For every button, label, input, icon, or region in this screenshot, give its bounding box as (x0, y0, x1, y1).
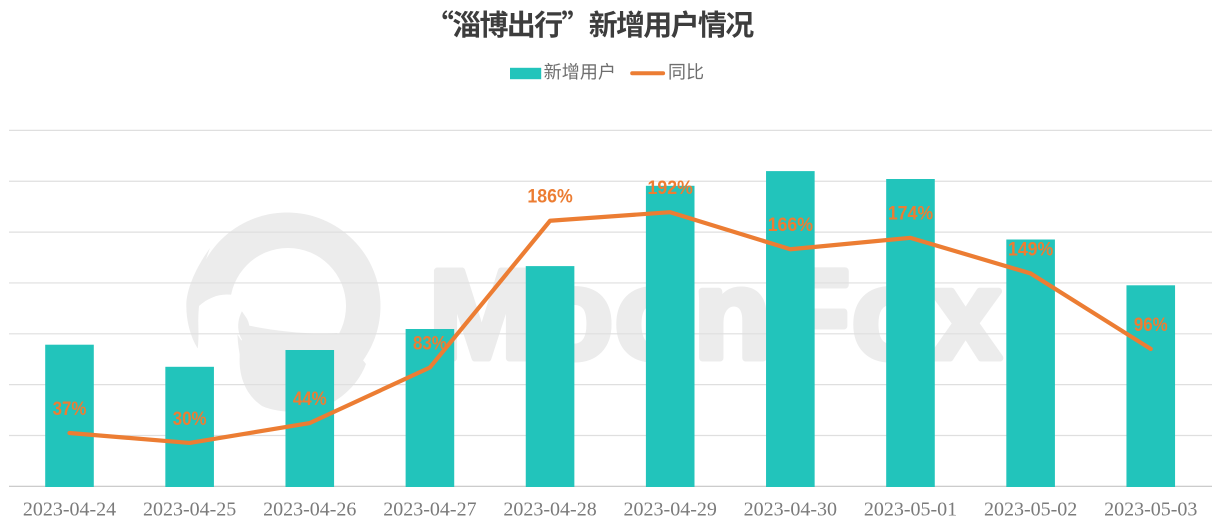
svg-text:174%: 174% (888, 203, 933, 225)
svg-text:2023-04-26: 2023-04-26 (263, 499, 356, 521)
svg-text:2023-04-24: 2023-04-24 (23, 499, 116, 521)
svg-text:2023-04-27: 2023-04-27 (383, 499, 476, 521)
svg-text:2023-05-03: 2023-05-03 (1104, 499, 1197, 521)
svg-text:2023-04-28: 2023-04-28 (503, 499, 596, 521)
svg-text:149%: 149% (1008, 238, 1053, 260)
svg-text:2023-04-25: 2023-04-25 (143, 499, 236, 521)
svg-text:2023-04-29: 2023-04-29 (624, 499, 717, 521)
svg-text:83%: 83% (413, 332, 447, 354)
svg-text:2023-04-30: 2023-04-30 (744, 499, 837, 521)
svg-text:30%: 30% (173, 408, 207, 430)
svg-text:44%: 44% (293, 388, 327, 410)
svg-text:192%: 192% (648, 177, 693, 199)
svg-text:37%: 37% (53, 398, 87, 420)
svg-text:2023-05-02: 2023-05-02 (984, 499, 1077, 521)
svg-text:96%: 96% (1134, 314, 1168, 336)
svg-text:186%: 186% (527, 186, 572, 208)
svg-text:2023-05-01: 2023-05-01 (864, 499, 957, 521)
svg-text:166%: 166% (768, 214, 813, 236)
